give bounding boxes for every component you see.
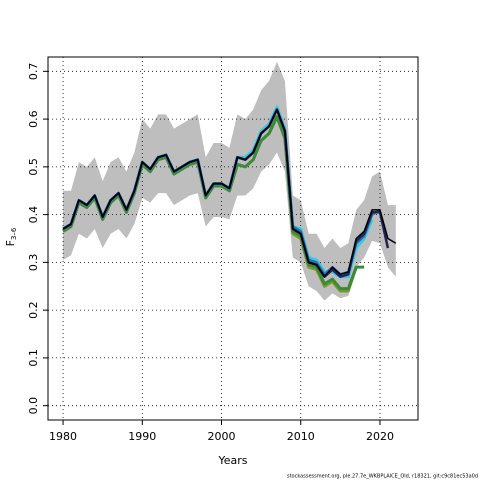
- y-tick-label: 0.1: [27, 349, 40, 367]
- plot-frame: [47, 56, 419, 421]
- x-axis-label: Years: [217, 454, 247, 467]
- y-tick-label: 0.4: [27, 206, 40, 224]
- x-tick-label: 1990: [128, 430, 156, 443]
- y-tick-label: 0.0: [27, 397, 40, 415]
- y-tick-label: 0.3: [27, 254, 40, 272]
- x-tick-label: 2020: [366, 430, 394, 443]
- confidence-band: [63, 61, 396, 301]
- y-tick-label: 0.7: [27, 63, 40, 81]
- y-axis-label: F3–6: [4, 227, 18, 246]
- x-tick-label: 2000: [208, 430, 236, 443]
- y-axis-label-main: F: [4, 240, 17, 246]
- x-tick-label: 1980: [49, 430, 77, 443]
- y-tick-label: 0.2: [27, 301, 40, 319]
- series-line: [62, 108, 397, 278]
- y-tick-label: 0.5: [27, 158, 40, 176]
- y-tick-label: 0.6: [27, 110, 40, 128]
- x-tick-label: 2010: [287, 430, 315, 443]
- footer: stockassessment.org, ple.27.7e_WKBPLAICE…: [287, 474, 478, 480]
- y-axis-label-sub: 3–6: [10, 227, 18, 240]
